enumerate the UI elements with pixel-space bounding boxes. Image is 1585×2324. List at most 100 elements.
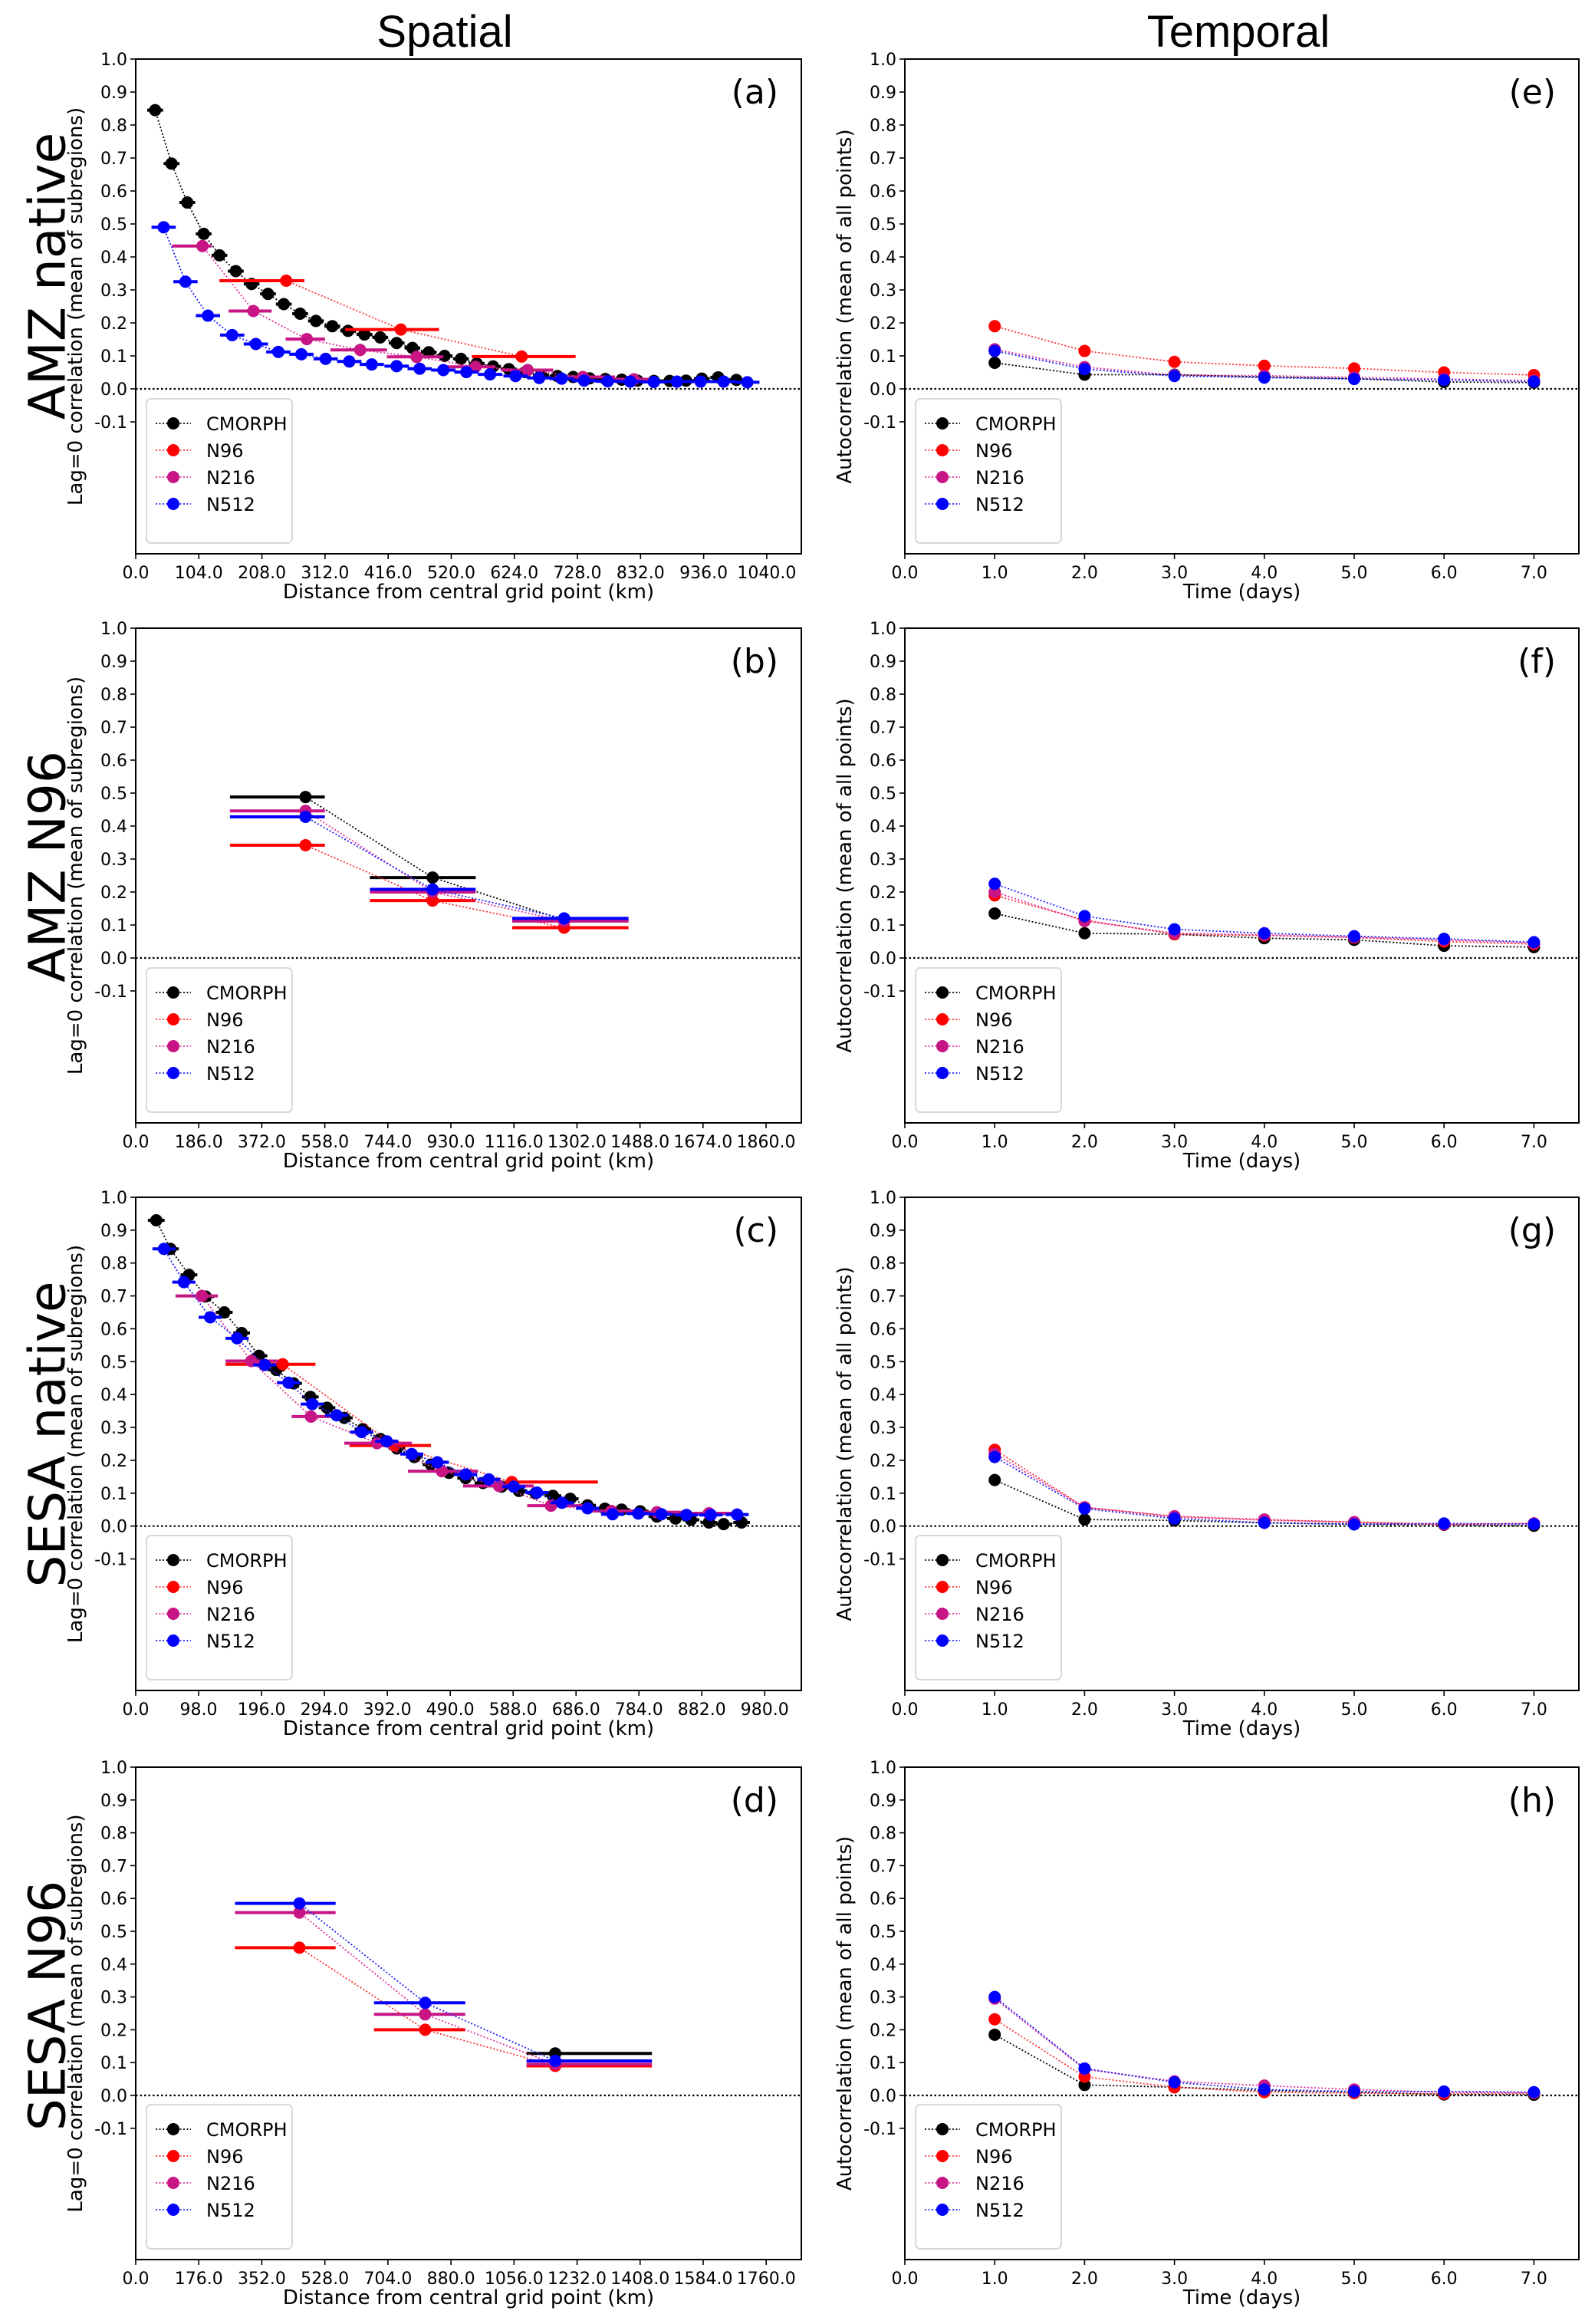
y-tick-label: 0.7 [100,719,127,738]
data-point [482,1473,495,1486]
legend-item-n96: N96 [156,1009,244,1031]
panel-label: (b) [731,642,778,681]
legend-label: N216 [975,1036,1024,1058]
y-tick-label: 0.7 [100,1857,127,1876]
data-point [1438,374,1451,387]
legend-item-cmorph: CMORPH [156,413,288,435]
x-tick-label: 6.0 [1431,564,1458,583]
legend-box [915,2104,1062,2250]
legend-label: N512 [975,494,1024,515]
y-tick-label: 0.6 [870,183,896,202]
data-point [177,1276,190,1289]
y-tick-label: 0.8 [100,1825,127,1844]
x-tick-label: 1116.0 [485,1133,544,1152]
data-point [581,1502,594,1515]
x-tick-label: 2.0 [1071,1133,1098,1152]
y-tick-label: 0.2 [870,1452,896,1471]
y-tick-label: 0.4 [870,1386,896,1405]
data-point [1078,1513,1091,1526]
column-title-temporal: Temporal [1146,7,1330,57]
panel-label: (a) [732,73,778,112]
y-tick-label: -0.1 [94,983,127,1002]
x-tick-label: 1860.0 [737,1133,796,1152]
y-tick-label: 0.7 [870,1857,896,1876]
legend-marker [167,2123,179,2135]
y-tick-label: 0.3 [870,281,896,301]
legend-label: CMORPH [206,983,288,1004]
legend-marker [167,986,179,999]
data-point [419,2008,432,2021]
x-tick-label: 3.0 [1161,1700,1188,1720]
x-tick-label: 208.0 [238,564,286,583]
data-point [459,1468,472,1481]
legend-marker [936,471,949,483]
x-tick-label: 0.0 [892,564,919,583]
legend-marker [167,2177,179,2189]
x-tick-label: 2.0 [1071,564,1098,583]
legend-item-cmorph: CMORPH [156,2119,288,2141]
y-tick-label: 1.0 [870,51,896,70]
data-point [390,360,403,373]
data-point [680,1509,693,1522]
data-point [1168,370,1181,383]
legend-box [146,967,293,1113]
data-point [271,345,284,358]
data-point [988,1473,1001,1486]
x-tick-label: 588.0 [489,1700,538,1720]
y-tick-label: 0.9 [100,84,127,103]
data-point [354,344,367,357]
x-axis-label: Time (days) [1182,1717,1301,1740]
panel-e: -0.1 0.0 0.1 0.2 0.3 0.4 0.5 0.6 0.7 0.8 0.9 1.0 0.0… [834,51,1580,604]
y-tick-label: 0.1 [870,1485,896,1504]
legend-item-n96: N96 [925,1577,1013,1598]
data-point [670,375,683,388]
data-point [213,249,226,262]
legend-label: N96 [975,440,1013,462]
panel-b: -0.1 0.0 0.1 0.2 0.3 0.4 0.5 0.6 0.7 0.8 0.9 1.0 0.0… [64,620,802,1173]
x-tick-label: 2.0 [1071,2270,1098,2289]
x-tick-label: 3.0 [1161,564,1188,583]
data-point [1348,373,1360,386]
x-tick-label: 1040.0 [737,564,796,583]
legend-marker [167,2150,179,2162]
x-tick-label: 686.0 [552,1700,600,1720]
data-point [492,1480,505,1493]
data-point [249,337,262,351]
y-tick-label: 0.4 [870,818,896,837]
data-point [1348,362,1360,375]
data-point [299,791,312,804]
y-tick-label: 0.3 [870,1989,896,2008]
data-point [282,1376,295,1389]
data-point [717,1518,730,1531]
y-tick-label: 0.8 [870,1255,896,1274]
data-point [1078,363,1091,376]
x-tick-label: 528.0 [301,2270,349,2289]
panel-label: (e) [1509,73,1556,112]
data-point [197,227,210,240]
data-point [533,371,546,384]
data-point [247,304,260,318]
data-point [1438,1517,1451,1530]
legend-marker [936,498,949,510]
data-point [509,370,522,383]
legend-label: CMORPH [975,413,1057,435]
data-point [419,1996,432,2010]
y-tick-label: -0.1 [863,983,896,1002]
data-point [1168,923,1181,936]
data-point [437,364,450,377]
legend-label: N96 [206,440,244,462]
y-tick-label: 0.7 [870,719,896,738]
legend-item-n216: N216 [156,2173,255,2194]
legend-item-n216: N216 [156,1036,255,1058]
y-tick-label: 0.0 [870,380,896,400]
data-point [1348,2085,1360,2098]
data-point [358,328,371,341]
legend-item-n216: N216 [925,1604,1024,1625]
x-tick-label: 1.0 [982,1700,1008,1720]
y-tick-label: 0.9 [870,1792,896,1811]
y-tick-label: 0.2 [870,2021,896,2040]
x-axis-label: Time (days) [1182,1150,1301,1173]
x-tick-label: 704.0 [363,2270,412,2289]
x-tick-label: 0.0 [123,1133,150,1152]
legend-label: CMORPH [975,2119,1057,2141]
